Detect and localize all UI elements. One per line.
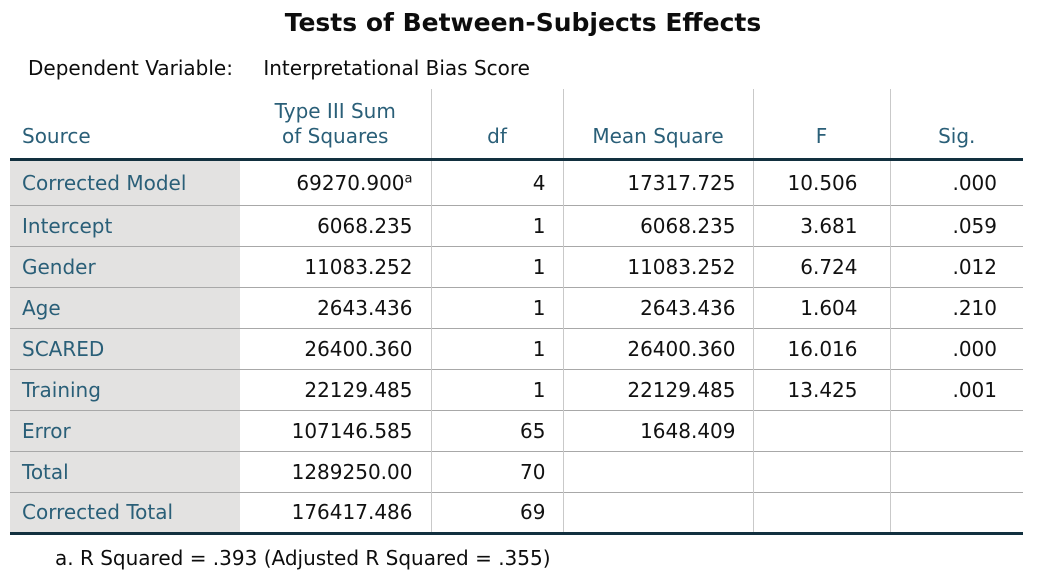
row-label: Gender [10, 246, 240, 287]
cell-df: 1 [430, 287, 563, 328]
cell-sig [889, 410, 1023, 451]
footnote-marker: a [404, 170, 413, 186]
cell-f: 6.724 [752, 246, 890, 287]
cell-ss: 26400.360 [304, 336, 413, 361]
cell-df: 70 [430, 451, 563, 492]
column-header-ms: Mean Square [562, 89, 753, 161]
cell-f [752, 410, 890, 451]
dependent-variable-value: Interpretational Bias Score [263, 56, 530, 80]
cell-ms [562, 451, 753, 492]
cell-sig: .000 [889, 328, 1023, 369]
cell-sig: .059 [889, 205, 1023, 246]
row-label: Age [10, 287, 240, 328]
cell-ss: 176417.486 [291, 500, 413, 524]
table-body: Corrected Model 69270.900a 4 17317.725 10.50… [10, 159, 1023, 533]
table-row: Corrected Total 176417.486 69 [10, 492, 1023, 533]
cell-sig: .210 [889, 287, 1023, 328]
column-header-df: df [430, 89, 563, 161]
cell-ss: 1289250.00 [291, 459, 413, 484]
cell-ms: 1648.409 [562, 410, 753, 451]
cell-ms: 17317.725 [562, 159, 753, 205]
cell-ss: 22129.485 [304, 377, 413, 402]
cell-df: 1 [430, 205, 563, 246]
cell-f: 16.016 [752, 328, 890, 369]
cell-df: 1 [430, 369, 563, 410]
dependent-variable-label: Dependent Variable: [28, 56, 233, 80]
table-header: Source Type III Sum of Squares df Mean Squa… [10, 89, 1023, 161]
cell-ss: 6068.235 [317, 213, 413, 238]
cell-sig: .001 [889, 369, 1023, 410]
table-row: Age 2643.436 1 2643.436 1.604.210 [10, 287, 1023, 328]
column-header-ss: Type III Sum of Squares [240, 89, 431, 161]
cell-ss: 69270.900a [296, 170, 413, 195]
cell-ms [562, 492, 753, 533]
cell-ms: 2643.436 [562, 287, 753, 328]
between-subjects-effects-table: Source Type III Sum of Squares df Mean Squa… [10, 89, 1023, 535]
cell-sig: .012 [889, 246, 1023, 287]
row-label: Corrected Model [10, 159, 240, 205]
column-header-source: Source [10, 89, 240, 161]
cell-sig [889, 451, 1023, 492]
row-label: Total [10, 451, 240, 492]
page-title: Tests of Between-Subjects Effects [284, 8, 762, 37]
table-row: Intercept 6068.235 1 6068.235 3.681.059 [10, 205, 1023, 246]
row-label: SCARED [10, 328, 240, 369]
cell-f: 3.681 [752, 205, 890, 246]
cell-ss: 2643.436 [317, 295, 413, 320]
cell-f: 10.506 [752, 159, 890, 205]
cell-df: 1 [430, 246, 563, 287]
cell-ms: 26400.360 [562, 328, 753, 369]
table-row: Error 107146.585 65 1648.409 [10, 410, 1023, 451]
cell-ms: 11083.252 [562, 246, 753, 287]
cell-ms: 22129.485 [562, 369, 753, 410]
table-footnote: a. R Squared = .393 (Adjusted R Squared … [55, 545, 551, 570]
cell-ss: 11083.252 [304, 254, 413, 279]
table-row: Corrected Model 69270.900a 4 17317.725 10.50… [10, 159, 1023, 205]
cell-ss: 107146.585 [291, 418, 413, 443]
cell-f: 13.425 [752, 369, 890, 410]
cell-sig: .000 [889, 159, 1023, 205]
cell-sig [889, 492, 1023, 533]
cell-f [752, 451, 890, 492]
cell-df: 1 [430, 328, 563, 369]
table-row: SCARED 26400.360 1 26400.360 16.016.000 [10, 328, 1023, 369]
row-label: Corrected Total [10, 492, 240, 533]
table-row: Training 22129.485 1 22129.485 13.425.001 [10, 369, 1023, 410]
cell-f: 1.604 [752, 287, 890, 328]
table-row: Total 1289250.00 70 [10, 451, 1023, 492]
cell-df: 69 [430, 492, 563, 533]
row-label: Training [10, 369, 240, 410]
cell-df: 65 [430, 410, 563, 451]
cell-f [752, 492, 890, 533]
row-label: Intercept [10, 205, 240, 246]
cell-df: 4 [430, 159, 563, 205]
column-header-sig: Sig. [889, 89, 1023, 161]
cell-ms: 6068.235 [562, 205, 753, 246]
column-header-f: F [752, 89, 890, 161]
row-label: Error [10, 410, 240, 451]
dependent-variable-line: Dependent Variable: Interpretational Bia… [28, 56, 1046, 80]
column-header-row: Source Type III Sum of Squares df Mean Squa… [10, 89, 1023, 161]
table-row: Gender 11083.252 1 11083.252 6.724.012 [10, 246, 1023, 287]
